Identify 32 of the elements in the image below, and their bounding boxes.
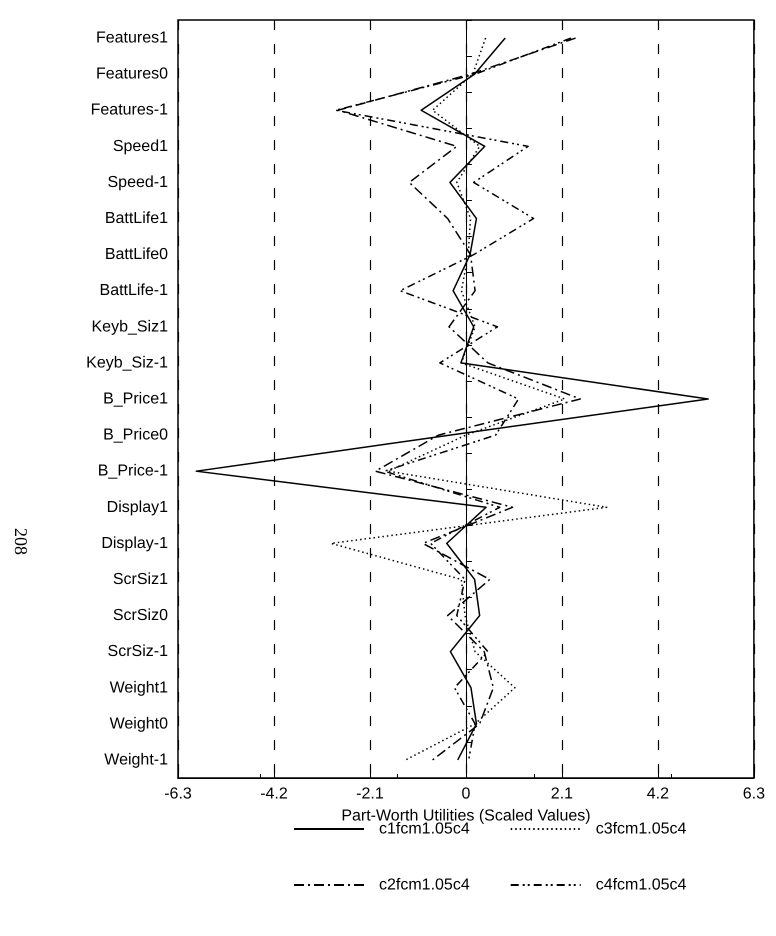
x-tick-label: -6.3 — [164, 786, 192, 802]
y-tick-label: ScrSiz0 — [112, 607, 168, 624]
y-tick-label: Display-1 — [101, 534, 168, 552]
y-tick-label: BattLife-1 — [100, 282, 168, 300]
legend-label: c4fcm1.05c4 — [596, 876, 687, 894]
y-tick-label: Speed1 — [112, 138, 168, 155]
y-tick-label: B_Price1 — [103, 390, 168, 408]
y-tick-label: Weight-1 — [104, 751, 168, 768]
y-tick-label: Features-1 — [90, 102, 168, 119]
legend-label: c3fcm1.05c4 — [596, 820, 687, 838]
x-tick-label: 2.1 — [550, 786, 574, 802]
x-tick-label: -2.1 — [356, 786, 384, 802]
y-tick-label: B_Price-1 — [98, 462, 168, 480]
legend-label: c2fcm1.05c4 — [379, 876, 470, 894]
y-tick-label: BattLife1 — [104, 210, 168, 228]
x-tick-label: -4.2 — [260, 786, 288, 802]
y-tick-label: ScrSiz1 — [112, 570, 168, 588]
y-tick-label: Keyb_Siz1 — [92, 318, 168, 336]
y-tick-label: Keyb_Siz-1 — [86, 354, 168, 372]
y-tick-label: B_Price0 — [103, 426, 168, 444]
x-tick-label: 0 — [461, 786, 470, 802]
y-tick-label: ScrSiz-1 — [108, 643, 168, 660]
y-tick-label: Weight0 — [110, 715, 168, 732]
text: 208 — [11, 528, 31, 555]
y-tick-label: Display1 — [106, 498, 168, 516]
y-tick-label: Weight1 — [110, 679, 168, 696]
y-tick-label: Features0 — [96, 66, 168, 83]
x-tick-label: 4.2 — [646, 786, 670, 802]
y-tick-label: Speed-1 — [108, 174, 168, 191]
y-tick-label: BattLife0 — [104, 246, 168, 264]
x-tick-label: 6.3 — [742, 786, 766, 802]
y-tick-label: Features1 — [96, 30, 168, 47]
